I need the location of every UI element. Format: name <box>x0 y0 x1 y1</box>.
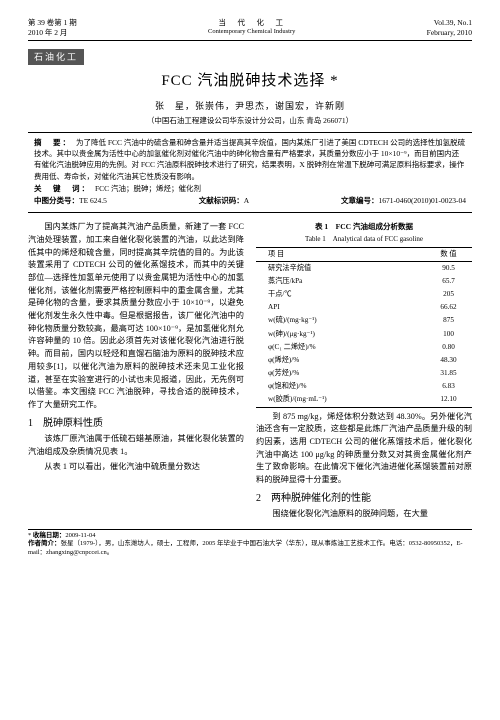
table-row: 干点/℃205 <box>256 288 472 301</box>
issue-cn: 第 39 卷第 1 期 <box>28 18 77 28</box>
footnote-author: 作者简介：张星（1979-），男，山东潍坊人，硕士，工程师，2005 年毕业于中… <box>28 540 472 557</box>
kw-label: 关 键 词： <box>34 184 91 193</box>
right-column: 表 1 FCC 汽油组成分析数据 Table 1 Analytical data… <box>256 221 472 523</box>
cell-value: 100 <box>425 328 472 341</box>
cell-value: 0.80 <box>425 341 472 354</box>
section-badge: 石油化工 <box>28 49 84 65</box>
table-row: 研究法辛烷值90.5 <box>256 261 472 275</box>
cell-value: 48.30 <box>425 354 472 367</box>
left-column: 国内某炼厂为了提高其汽油产品质量，新建了一套 FCC 汽油处理装置，加工来自催化… <box>28 221 244 523</box>
date-cn: 2010 年 2 月 <box>28 28 77 38</box>
cell-label: 干点/℃ <box>256 288 425 301</box>
cell-label: φ(C₁ 二烯烃)/% <box>256 341 425 354</box>
authors: 张 星，张崇伟，尹思杰，谢国宏，许新刚 <box>28 100 472 112</box>
cell-value: 6.83 <box>425 380 472 393</box>
abstract: 摘 要：为了降低 FCC 汽油中的硫含量和砷含量并适当提高其辛烷值，国内某炼厂引… <box>28 137 472 182</box>
abstract-text: 为了降低 FCC 汽油中的硫含量和砷含量并适当提高其辛烷值，国内某炼厂引进了美国… <box>34 138 465 181</box>
footnote: * 收稿日期：2009-11-04 作者简介：张星（1979-），男，山东潍坊人… <box>28 529 472 557</box>
table-row: φ(C₁ 二烯烃)/%0.80 <box>256 341 472 354</box>
kw-text: FCC 汽油；脱砷；烯烃；催化剂 <box>95 184 201 193</box>
cell-value: 66.62 <box>425 301 472 314</box>
rule-bottom <box>28 212 472 213</box>
header-cn: 第 39 卷第 1 期 2010 年 2 月 <box>28 18 77 38</box>
cell-label: API <box>256 301 425 314</box>
table-body: 研究法辛烷值90.5蒸汽压/kPa65.7干点/℃205API66.62w(硫)… <box>256 261 472 407</box>
para-r1: 到 875 mg/kg，烯烃体积分数达到 48.30%。另外催化汽油还含有一定胶… <box>256 411 472 487</box>
table-caption-cn: 表 1 FCC 汽油组成分析数据 <box>256 221 472 233</box>
para-3: 从表 1 可以看出，催化汽油中硫质量分数达 <box>28 461 244 474</box>
cell-value: 875 <box>425 314 472 327</box>
body-columns: 国内某炼厂为了提高其汽油产品质量，新建了一套 FCC 汽油处理装置，加工来自催化… <box>28 221 472 523</box>
doc-code: 文献标识码：A <box>199 196 249 206</box>
keywords: 关 键 词： FCC 汽油；脱砷；烯烃；催化剂 <box>28 184 472 194</box>
affiliation: （中国石油工程建设公司华东设计分公司，山东 青岛 266071） <box>28 116 472 126</box>
cell-value: 205 <box>425 288 472 301</box>
table-row: φ(芳烃)/%31.85 <box>256 367 472 380</box>
date-en: February, 2010 <box>427 28 472 38</box>
journal-cn: 当 代 化 工 <box>77 18 427 28</box>
heading-1: 1 脱砷原料性质 <box>28 416 244 432</box>
table-row: φ(烯烃)/%48.30 <box>256 354 472 367</box>
cell-label: 研究法辛烷值 <box>256 261 425 275</box>
table-caption-en: Table 1 Analytical data of FCC gasoline <box>256 234 472 245</box>
data-table: 项 目 数 值 研究法辛烷值90.5蒸汽压/kPa65.7干点/℃205API6… <box>256 247 472 408</box>
cell-value: 90.5 <box>425 261 472 275</box>
table-row: w(硫)/(mg·kg⁻¹)875 <box>256 314 472 327</box>
cell-label: 蒸汽压/kPa <box>256 275 425 288</box>
th-left: 项 目 <box>256 247 425 261</box>
para-2: 该炼厂原汽油属于低硫石蜡基原油，其催化裂化装置的汽油组成及杂质情况见表 1。 <box>28 433 244 458</box>
cell-label: w(砷)/(μg·kg⁻¹) <box>256 328 425 341</box>
issue-en: Vol.39, No.1 <box>427 18 472 28</box>
article-id: 文章编号：1671-0460(2010)01-0023-04 <box>341 196 466 206</box>
table-head-row: 项 目 数 值 <box>256 247 472 261</box>
table-row: 蒸汽压/kPa65.7 <box>256 275 472 288</box>
abstract-label: 摘 要： <box>34 138 72 147</box>
table-row: w(胶质)/(mg·mL⁻¹)12.10 <box>256 393 472 407</box>
table-row: API66.62 <box>256 301 472 314</box>
cell-value: 12.10 <box>425 393 472 407</box>
cell-value: 31.85 <box>425 367 472 380</box>
cell-label: φ(烯烃)/% <box>256 354 425 367</box>
heading-2: 2 两种脱砷催化剂的性能 <box>256 491 472 507</box>
cell-value: 65.7 <box>425 275 472 288</box>
journal-en: Contemporary Chemical Industry <box>77 28 427 37</box>
article-title: FCC 汽油脱砷技术选择 * <box>28 71 472 91</box>
page-header: 第 39 卷第 1 期 2010 年 2 月 当 代 化 工 Contempor… <box>28 18 472 41</box>
cell-label: w(胶质)/(mg·mL⁻¹) <box>256 393 425 407</box>
header-center: 当 代 化 工 Contemporary Chemical Industry <box>77 18 427 38</box>
class-cn: 中图分类号：TE 624.5 <box>34 196 107 206</box>
table-row: φ(饱和烃)/%6.83 <box>256 380 472 393</box>
th-right: 数 值 <box>425 247 472 261</box>
cell-label: φ(芳烃)/% <box>256 367 425 380</box>
cell-label: φ(饱和烃)/% <box>256 380 425 393</box>
table-row: w(砷)/(μg·kg⁻¹)100 <box>256 328 472 341</box>
rule-top <box>28 132 472 133</box>
para-1: 国内某炼厂为了提高其汽油产品质量，新建了一套 FCC 汽油处理装置，加工来自催化… <box>28 221 244 412</box>
cell-label: w(硫)/(mg·kg⁻¹) <box>256 314 425 327</box>
classification-line: 中图分类号：TE 624.5 文献标识码：A 文章编号：1671-0460(20… <box>28 196 472 206</box>
para-r2: 围绕催化裂化汽油原料的脱砷问题，在大量 <box>256 508 472 521</box>
header-en: Vol.39, No.1 February, 2010 <box>427 18 472 38</box>
